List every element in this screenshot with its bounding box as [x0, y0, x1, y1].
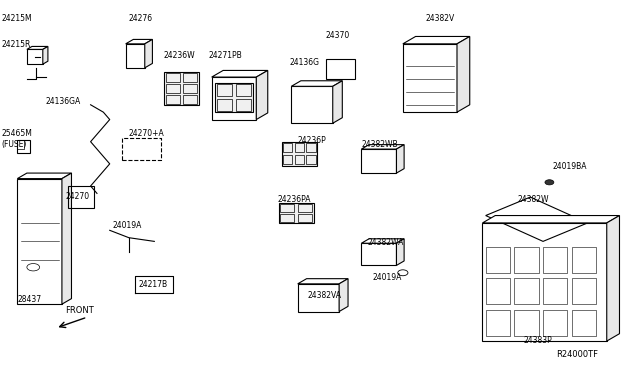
Text: FRONT: FRONT	[65, 306, 94, 315]
Polygon shape	[17, 173, 72, 179]
Bar	[294, 155, 304, 164]
Polygon shape	[396, 239, 404, 265]
Text: 24019BA: 24019BA	[552, 162, 587, 171]
Polygon shape	[362, 145, 404, 149]
Bar	[543, 278, 567, 304]
Text: 24019A: 24019A	[113, 221, 142, 230]
Polygon shape	[27, 46, 48, 49]
Bar	[164, 71, 199, 105]
Bar	[298, 284, 339, 311]
Text: 24136GA: 24136GA	[46, 97, 81, 106]
Text: 24370: 24370	[325, 31, 349, 40]
Bar	[280, 214, 294, 222]
Text: 28437: 28437	[17, 295, 42, 304]
Bar	[125, 44, 145, 68]
Text: 24236W: 24236W	[164, 51, 195, 60]
Bar	[362, 243, 396, 265]
Bar	[486, 278, 510, 304]
Polygon shape	[62, 173, 72, 304]
Bar	[543, 310, 567, 336]
Bar	[280, 203, 294, 212]
Bar	[543, 247, 567, 273]
Bar	[27, 49, 43, 64]
Text: 24236P: 24236P	[298, 136, 326, 145]
Bar	[278, 203, 314, 223]
Text: 24382W: 24382W	[518, 195, 549, 204]
Bar	[362, 149, 396, 173]
Text: 24215M: 24215M	[1, 14, 32, 23]
Bar	[294, 143, 304, 153]
Text: 24383P: 24383P	[524, 336, 553, 344]
Text: 24270+A: 24270+A	[129, 129, 164, 138]
Bar	[166, 73, 180, 81]
Bar	[572, 310, 596, 336]
Bar	[298, 214, 312, 222]
Bar	[166, 95, 180, 104]
Bar	[515, 310, 539, 336]
Bar	[572, 278, 596, 304]
Polygon shape	[125, 39, 152, 44]
Bar	[236, 99, 251, 111]
Bar	[236, 84, 251, 96]
Text: 24215R: 24215R	[1, 40, 31, 49]
Bar	[212, 77, 256, 119]
Bar	[486, 310, 510, 336]
Bar	[283, 155, 292, 164]
Polygon shape	[256, 70, 268, 119]
Text: 25465M: 25465M	[1, 129, 32, 138]
Polygon shape	[362, 239, 404, 243]
Bar	[17, 179, 62, 304]
Bar	[307, 155, 316, 164]
Polygon shape	[457, 36, 470, 112]
Text: 24217B: 24217B	[138, 280, 168, 289]
Text: 24382VA: 24382VA	[307, 291, 341, 300]
Bar	[183, 95, 197, 104]
Bar	[403, 44, 457, 112]
Text: 24019A: 24019A	[372, 273, 401, 282]
Bar	[217, 99, 232, 111]
Bar	[183, 84, 197, 93]
Polygon shape	[483, 215, 620, 223]
Bar	[17, 140, 30, 153]
Polygon shape	[212, 70, 268, 77]
Polygon shape	[291, 81, 342, 86]
Bar	[298, 203, 312, 212]
Polygon shape	[396, 145, 404, 173]
Bar	[166, 84, 180, 93]
Bar	[307, 143, 316, 153]
Text: 24382WA: 24382WA	[368, 238, 404, 247]
Text: 24271PB: 24271PB	[209, 51, 242, 60]
Text: (FUSE): (FUSE)	[1, 140, 27, 149]
Bar	[183, 73, 197, 81]
Bar	[572, 247, 596, 273]
Polygon shape	[43, 46, 48, 64]
Bar	[215, 83, 253, 112]
Text: R24000TF: R24000TF	[556, 350, 598, 359]
Bar	[291, 86, 333, 123]
Polygon shape	[298, 279, 348, 284]
Bar	[483, 223, 607, 341]
Polygon shape	[607, 215, 620, 341]
Bar	[282, 142, 317, 166]
Bar	[486, 247, 510, 273]
Text: 24236PA: 24236PA	[277, 195, 311, 204]
Bar	[515, 247, 539, 273]
Text: 24136G: 24136G	[289, 58, 319, 67]
Text: 24276: 24276	[129, 14, 153, 23]
Polygon shape	[145, 39, 152, 68]
Bar	[515, 278, 539, 304]
Bar	[68, 186, 94, 208]
Text: 24382V: 24382V	[425, 14, 454, 23]
Text: 24382WB: 24382WB	[362, 140, 398, 149]
Text: 24270: 24270	[65, 192, 89, 201]
Polygon shape	[403, 36, 470, 44]
Polygon shape	[339, 279, 348, 311]
Polygon shape	[333, 81, 342, 123]
Bar	[217, 84, 232, 96]
Bar	[283, 143, 292, 153]
Bar	[326, 59, 355, 79]
Circle shape	[545, 180, 554, 185]
